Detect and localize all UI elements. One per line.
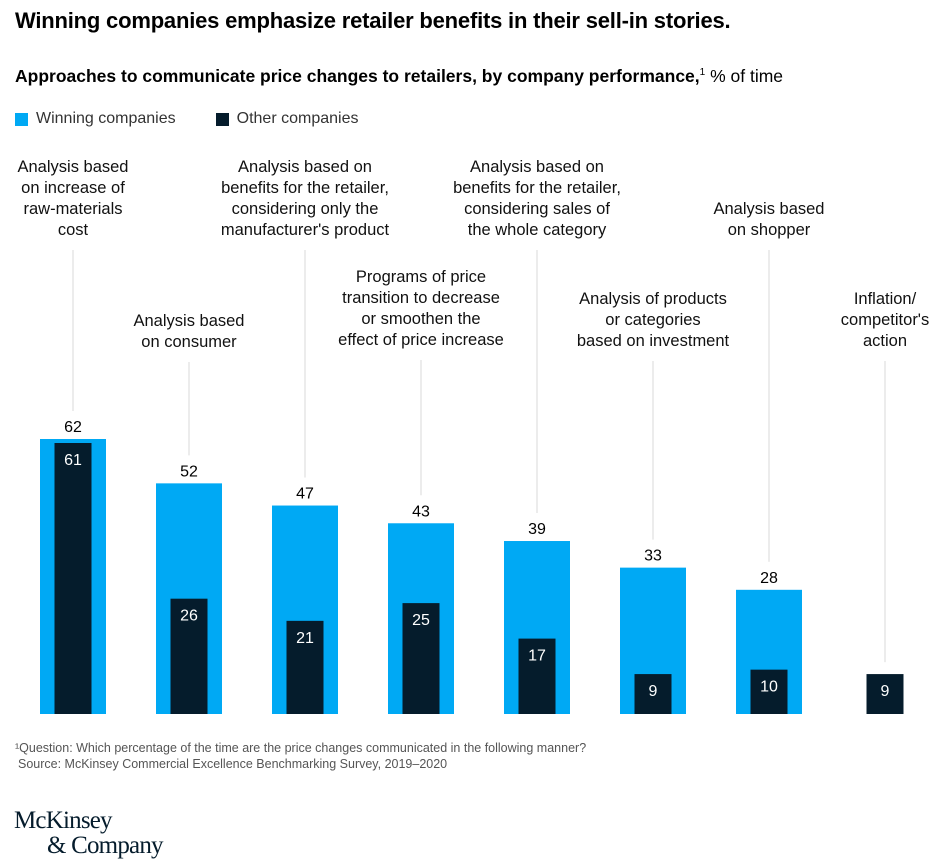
category-label: benefits for the retailer, [453,179,621,197]
category-label: on increase of [21,179,125,197]
footnote: ¹Question: Which percentage of the time … [15,741,587,755]
category-label: based on investment [577,332,730,350]
category-label: cost [58,221,89,239]
value-label-other: 61 [64,452,82,469]
category-label: Inflation/ [854,290,917,308]
category-label: the whole category [468,221,607,239]
legend-swatch-other [215,112,229,126]
footnotes: ¹Question: Which percentage of the time … [15,740,586,772]
bar-other [402,603,440,714]
mckinsey-logo: McKinsey & Company [14,807,164,859]
category-label: Analysis based [134,312,245,330]
bar-other [750,669,788,714]
value-label-other: 9 [649,683,658,700]
value-label-other: 26 [180,608,198,625]
chart-subtitle: Approaches to communicate price changes … [15,66,783,87]
chart-title: Winning companies emphasize retailer ben… [15,8,731,33]
legend-item-winning: Winning companies [15,110,176,128]
category-label: competitor's [841,311,929,329]
category-label: Analysis based [714,200,825,218]
category-label: considering only the [232,200,379,218]
subtitle-main: Approaches to communicate price changes … [15,66,700,86]
legend-label-winning: Winning companies [36,110,176,127]
category-label: or smoothen the [361,310,480,328]
bar-other [54,443,92,714]
bar-other [170,598,208,714]
footnote-mark: 1 [699,67,706,79]
category-label: Programs of price [356,268,486,286]
value-label-winning: 47 [296,486,314,503]
category-label: on consumer [141,333,237,351]
value-label-winning: 52 [180,463,198,480]
category-label: effect of price increase [338,331,504,349]
value-label-winning: 39 [528,521,546,538]
value-label-other: 25 [412,612,430,629]
category-label: on shopper [728,221,811,239]
category-label: action [863,332,907,350]
bar-other [518,638,556,714]
bar-other [286,620,324,714]
category-label: or categories [605,311,700,329]
category-label: raw-materials [23,200,122,218]
legend: Winning companies Other companies [15,110,358,128]
value-label-winning: 33 [644,548,662,565]
category-label: Analysis of products [579,290,727,308]
category-label: Analysis based on [470,158,604,176]
category-label: benefits for the retailer, [221,179,389,197]
value-label-other: 9 [881,683,890,700]
category-label: manufacturer's product [221,221,390,239]
bar-other [634,674,672,714]
value-label-winning: 62 [64,419,82,436]
legend-item-other: Other companies [215,110,359,128]
category-label: considering sales of [464,200,610,218]
category-label: transition to decrease [342,289,500,307]
value-label-winning: 28 [760,570,778,587]
category-label: Analysis based on [238,158,372,176]
legend-label-other: Other companies [236,110,359,127]
value-label-other: 10 [760,679,778,696]
category-label: Analysis based [18,158,129,176]
bar-chart: Analysis based on increase of raw-material… [18,158,929,714]
legend-swatch-winning [15,112,28,126]
logo-line2: & Company [47,832,164,859]
source: Source: McKinsey Commercial Excellence B… [18,757,448,771]
subtitle-unit: % of time [705,66,784,86]
logo-line1: McKinsey [14,807,113,834]
value-label-other: 17 [528,648,546,665]
bar-other [866,674,904,714]
value-label-other: 21 [296,630,314,647]
value-label-winning: 43 [412,503,430,520]
